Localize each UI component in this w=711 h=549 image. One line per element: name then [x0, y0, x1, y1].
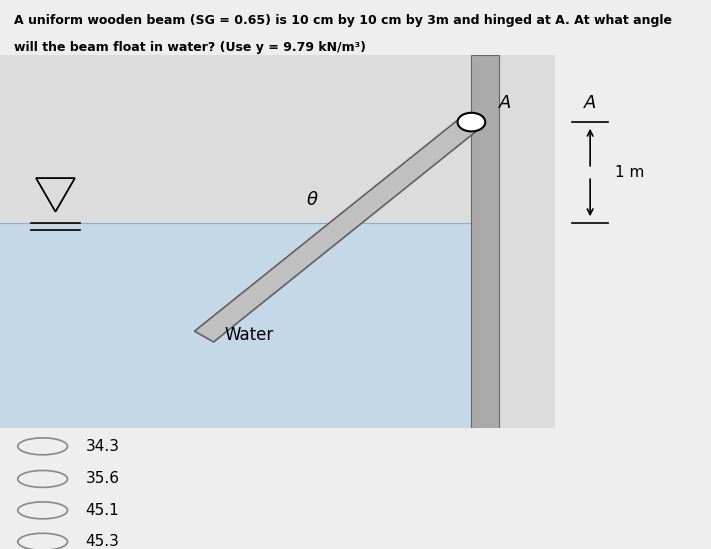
Text: 45.3: 45.3: [85, 534, 119, 549]
Text: θ: θ: [307, 192, 318, 210]
Polygon shape: [195, 117, 481, 342]
Text: 1 m: 1 m: [615, 165, 644, 180]
Bar: [0, 223, 471, 428]
Circle shape: [458, 113, 486, 131]
Bar: [471, 55, 499, 428]
Text: 34.3: 34.3: [85, 439, 119, 454]
Text: Water: Water: [225, 326, 274, 344]
Text: A: A: [584, 94, 597, 113]
Text: will the beam float in water? (Use y = 9.79 kN/m³): will the beam float in water? (Use y = 9…: [14, 41, 366, 54]
Text: 35.6: 35.6: [85, 472, 119, 486]
Text: 45.1: 45.1: [85, 503, 119, 518]
Text: A: A: [498, 94, 511, 113]
Text: A uniform wooden beam (SG = 0.65) is 10 cm by 10 cm by 3m and hinged at A. At wh: A uniform wooden beam (SG = 0.65) is 10 …: [14, 14, 672, 27]
